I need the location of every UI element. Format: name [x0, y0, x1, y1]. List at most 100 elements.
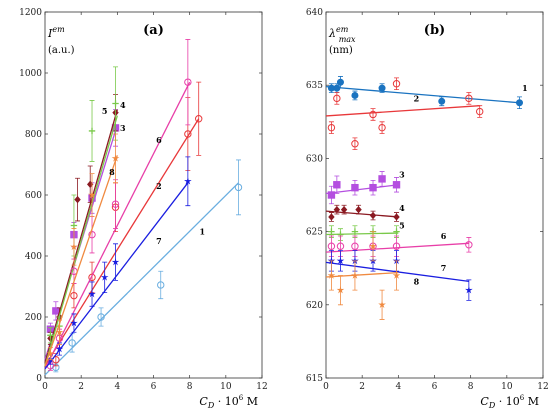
- a-point-5: [88, 127, 96, 135]
- b-point-3: [369, 183, 377, 192]
- b-point-6: [465, 241, 473, 249]
- a-series-label: 4: [120, 100, 126, 110]
- b-fit-line-8: [325, 271, 399, 278]
- a-x-tick-label: 4: [114, 382, 120, 392]
- b-series-8: [325, 231, 401, 320]
- a-point-8: [111, 154, 120, 162]
- b-series-label: 2: [414, 93, 420, 103]
- b-point-8: [369, 242, 377, 250]
- b-x-tick-label: 10: [501, 382, 513, 392]
- b-error-bar-6: [466, 237, 472, 253]
- a-x-tick-label: 12: [256, 382, 267, 392]
- a-series-label: 8: [109, 167, 115, 177]
- a-point-2: [195, 115, 203, 123]
- b-point-2: [351, 140, 359, 148]
- a-x-axis-title: CD · 106 M: [199, 394, 258, 410]
- a-point-8: [70, 242, 78, 251]
- b-point-4: [333, 205, 341, 214]
- a-point-7: [70, 319, 78, 327]
- a-error-bar-1: [235, 159, 241, 216]
- a-point-7: [100, 273, 109, 281]
- b-point-8: [392, 271, 401, 279]
- a-y-tick-label: 400: [25, 252, 42, 262]
- panel-a-chart: 0 2 4 6 8 10 12020040060080010001200(a)Iem(a.u…: [19, 8, 268, 410]
- a-fit-line-6: [44, 81, 191, 370]
- b-error-bar-2: [334, 92, 340, 105]
- a-point-8: [55, 328, 64, 336]
- b-y-tick-label: 620: [306, 301, 323, 311]
- a-error-bar-6: [185, 39, 191, 126]
- b-x-tick-label: 2: [359, 382, 365, 392]
- b-point-8: [351, 271, 359, 279]
- a-fit-line-7: [44, 182, 189, 370]
- b-point-8: [378, 300, 386, 309]
- b-fit-line-7: [325, 261, 469, 283]
- a-point-4: [74, 195, 81, 204]
- b-series-label: 4: [399, 203, 405, 213]
- b-x-tick-label: 4: [395, 382, 401, 392]
- b-series-1: [325, 76, 523, 110]
- a-point-2: [88, 273, 96, 282]
- b-error-bar-2: [466, 92, 472, 105]
- b-series-label: 8: [414, 276, 420, 286]
- b-fit-line-4: [325, 210, 399, 218]
- b-x-tick-label: 0: [323, 382, 329, 392]
- b-y-tick-label: 630: [306, 154, 323, 164]
- b-fit-line-2: [325, 105, 480, 117]
- b-point-6: [336, 242, 345, 250]
- b-point-1: [378, 84, 386, 92]
- b-point-4: [340, 205, 348, 214]
- a-point-7: [111, 258, 120, 266]
- a-point-8: [46, 349, 55, 357]
- b-fit-line-1: [325, 86, 520, 104]
- b-point-6: [392, 242, 401, 250]
- b-point-2: [392, 80, 401, 88]
- b-point-3: [333, 181, 341, 189]
- b-point-4: [369, 211, 377, 220]
- b-x-tick-label: 6: [432, 382, 438, 392]
- b-x-tick-label: 8: [468, 382, 474, 392]
- a-y-tick-label: 200: [25, 313, 42, 323]
- b-point-2: [333, 94, 341, 103]
- a-point-6: [111, 200, 120, 208]
- b-point-6: [351, 242, 359, 250]
- a-x-tick-label: 10: [220, 382, 232, 392]
- a-error-bar-1: [98, 307, 104, 327]
- a-y-axis-unit: (a.u.): [48, 45, 75, 56]
- b-x-tick-label: 12: [537, 382, 548, 392]
- a-point-6: [88, 230, 96, 239]
- a-x-tick-label: 2: [78, 382, 84, 392]
- a-point-5: [112, 100, 119, 107]
- b-series-label: 7: [441, 263, 447, 273]
- a-series-label: 7: [156, 236, 162, 246]
- a-series-label: 3: [120, 123, 126, 133]
- a-y-tick-label: 1200: [19, 8, 42, 18]
- b-point-5: [351, 228, 359, 235]
- a-series-label: 2: [156, 181, 162, 191]
- b-y-axis-unit: (nm): [329, 45, 353, 56]
- b-series-4: [325, 204, 400, 222]
- a-point-7: [55, 345, 64, 353]
- b-y-tick-label: 615: [306, 374, 323, 384]
- b-error-bar-2: [352, 137, 358, 151]
- a-series-7: [44, 156, 192, 370]
- b-y-tick-label: 640: [306, 8, 323, 18]
- a-fit-line-5: [44, 115, 118, 366]
- a-point-5: [47, 332, 54, 339]
- b-point-4: [393, 213, 400, 221]
- b-series-label: 6: [441, 231, 447, 241]
- a-fit-line-1: [44, 182, 239, 376]
- a-fit-line-2: [44, 118, 200, 367]
- a-fit-line-8: [44, 155, 118, 367]
- b-series-6: [325, 235, 473, 257]
- a-point-6: [184, 78, 192, 86]
- b-error-bar-2: [379, 121, 385, 134]
- b-series-2: [325, 77, 484, 151]
- b-panel-title: (b): [424, 23, 445, 38]
- a-point-1: [234, 183, 243, 192]
- a-point-2: [184, 130, 192, 138]
- b-point-1: [438, 97, 446, 105]
- b-fit-line-3: [325, 184, 399, 195]
